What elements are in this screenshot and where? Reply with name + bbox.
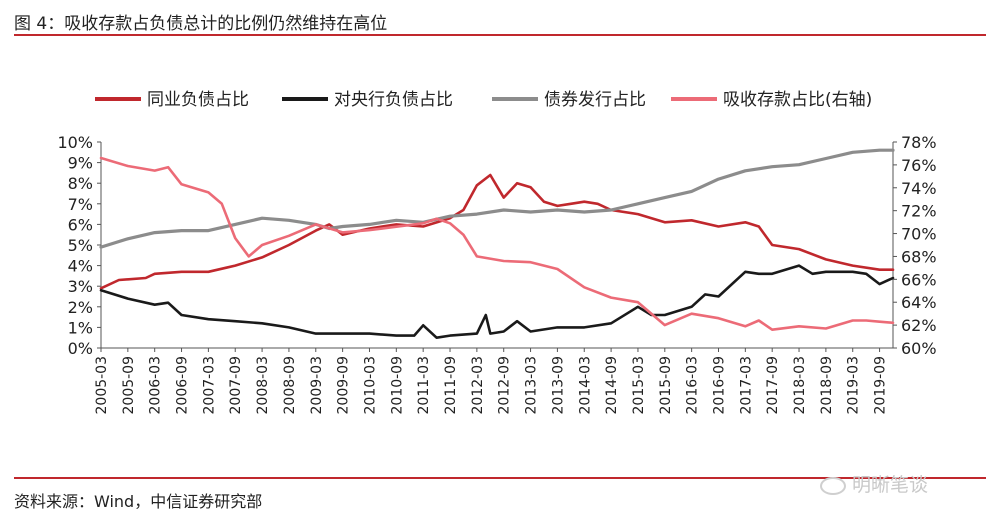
y-right-tick-label: 70% xyxy=(901,225,937,244)
x-tick-label: 2018-03 xyxy=(792,356,808,415)
y-left-tick-label: 5% xyxy=(68,236,93,255)
x-tick-label: 2010-03 xyxy=(362,356,378,415)
y-left-tick-label: 0% xyxy=(68,339,93,358)
y-left-tick-label: 6% xyxy=(68,215,93,234)
x-tick-label: 2009-03 xyxy=(309,356,325,415)
x-tick-label: 2009-09 xyxy=(336,356,352,415)
y-right-tick-label: 62% xyxy=(901,316,937,335)
source-rule xyxy=(14,477,986,479)
y-right-tick-label: 68% xyxy=(901,247,937,266)
watermark: 明晰笔谈 xyxy=(820,470,928,497)
series-line-3 xyxy=(99,156,895,331)
y-left-tick-label: 3% xyxy=(68,277,93,296)
wechat-icon xyxy=(820,476,846,495)
x-tick-label: 2011-09 xyxy=(443,356,459,415)
series-layer xyxy=(99,148,895,339)
legend: 同业负债占比 对央行负债占比 债券发行占比 吸收存款占比(右轴) xyxy=(95,90,872,110)
title-rule xyxy=(14,34,986,36)
x-tick-label: 2019-03 xyxy=(846,356,862,415)
legend-label-1: 对央行负债占比 xyxy=(334,90,453,110)
x-tick-label: 2005-09 xyxy=(121,356,137,415)
y-left-tick-label: 1% xyxy=(68,318,93,337)
x-tick-label: 2018-09 xyxy=(819,356,835,415)
figure-title: 图 4：吸收存款占负债总计的比例仍然维持在高位 xyxy=(14,14,388,34)
y-right-tick-label: 64% xyxy=(901,293,937,312)
x-tick-label: 2016-09 xyxy=(711,356,727,415)
series-line-0 xyxy=(99,173,895,290)
x-tick-label: 2019-09 xyxy=(873,356,889,415)
x-tick-label: 2017-03 xyxy=(738,356,754,415)
y-left-tick-label: 7% xyxy=(68,195,93,214)
x-tick-label: 2005-03 xyxy=(94,356,110,415)
y-right-tick-label: 66% xyxy=(901,270,937,289)
y-left-tick-label: 9% xyxy=(68,154,93,173)
x-tick-label: 2006-03 xyxy=(148,356,164,415)
y-left-tick-label: 2% xyxy=(68,298,93,317)
y-left-tick-label: 10% xyxy=(57,133,93,152)
y-left-tick-label: 8% xyxy=(68,174,93,193)
x-tick-label: 2010-09 xyxy=(389,356,405,415)
y-left-tick-label: 4% xyxy=(68,257,93,276)
y-right-tick-label: 74% xyxy=(901,179,937,198)
legend-label-0: 同业负债占比 xyxy=(147,90,249,110)
x-tick-label: 2015-09 xyxy=(658,356,674,415)
x-tick-label: 2012-03 xyxy=(470,356,486,415)
x-tick-label: 2016-03 xyxy=(685,356,701,415)
legend-label-2: 债券发行占比 xyxy=(544,90,646,110)
x-tick-label: 2013-09 xyxy=(550,356,566,415)
watermark-text: 明晰笔谈 xyxy=(852,474,929,496)
x-tick-label: 2007-09 xyxy=(228,356,244,415)
x-tick-label: 2012-09 xyxy=(497,356,513,415)
x-tick-label: 2014-09 xyxy=(604,356,620,415)
tick-layer: 0% 1%2% 3%4% 5% 6%7% 8%9% 10% 60% 62% 64% 66% 68% 70… xyxy=(57,133,936,415)
y-right-tick-label: 72% xyxy=(901,202,937,221)
x-tick-label: 2013-03 xyxy=(524,356,540,415)
x-tick-label: 2011-03 xyxy=(416,356,432,415)
x-tick-label: 2015-03 xyxy=(631,356,647,415)
series-line-2 xyxy=(99,148,895,249)
x-tick-label: 2006-09 xyxy=(175,356,191,415)
x-tick-label: 2007-03 xyxy=(201,356,217,415)
x-tick-label: 2008-09 xyxy=(282,356,298,415)
source-note: 资料来源：Wind，中信证券研究部 xyxy=(14,492,263,511)
legend-label-3: 吸收存款占比(右轴) xyxy=(723,90,872,110)
y-right-tick-label: 76% xyxy=(901,156,937,175)
x-tick-label: 2008-03 xyxy=(255,356,271,415)
series-line-1 xyxy=(99,264,895,339)
x-tick-label: 2017-09 xyxy=(765,356,781,415)
line-chart: 同业负债占比 对央行负债占比 债券发行占比 吸收存款占比(右轴) 0% 1%2% 3%4%… xyxy=(57,90,936,415)
y-right-tick-label: 60% xyxy=(901,339,937,358)
x-tick-label: 2014-03 xyxy=(577,356,593,415)
y-right-tick-label: 78% xyxy=(901,133,937,152)
